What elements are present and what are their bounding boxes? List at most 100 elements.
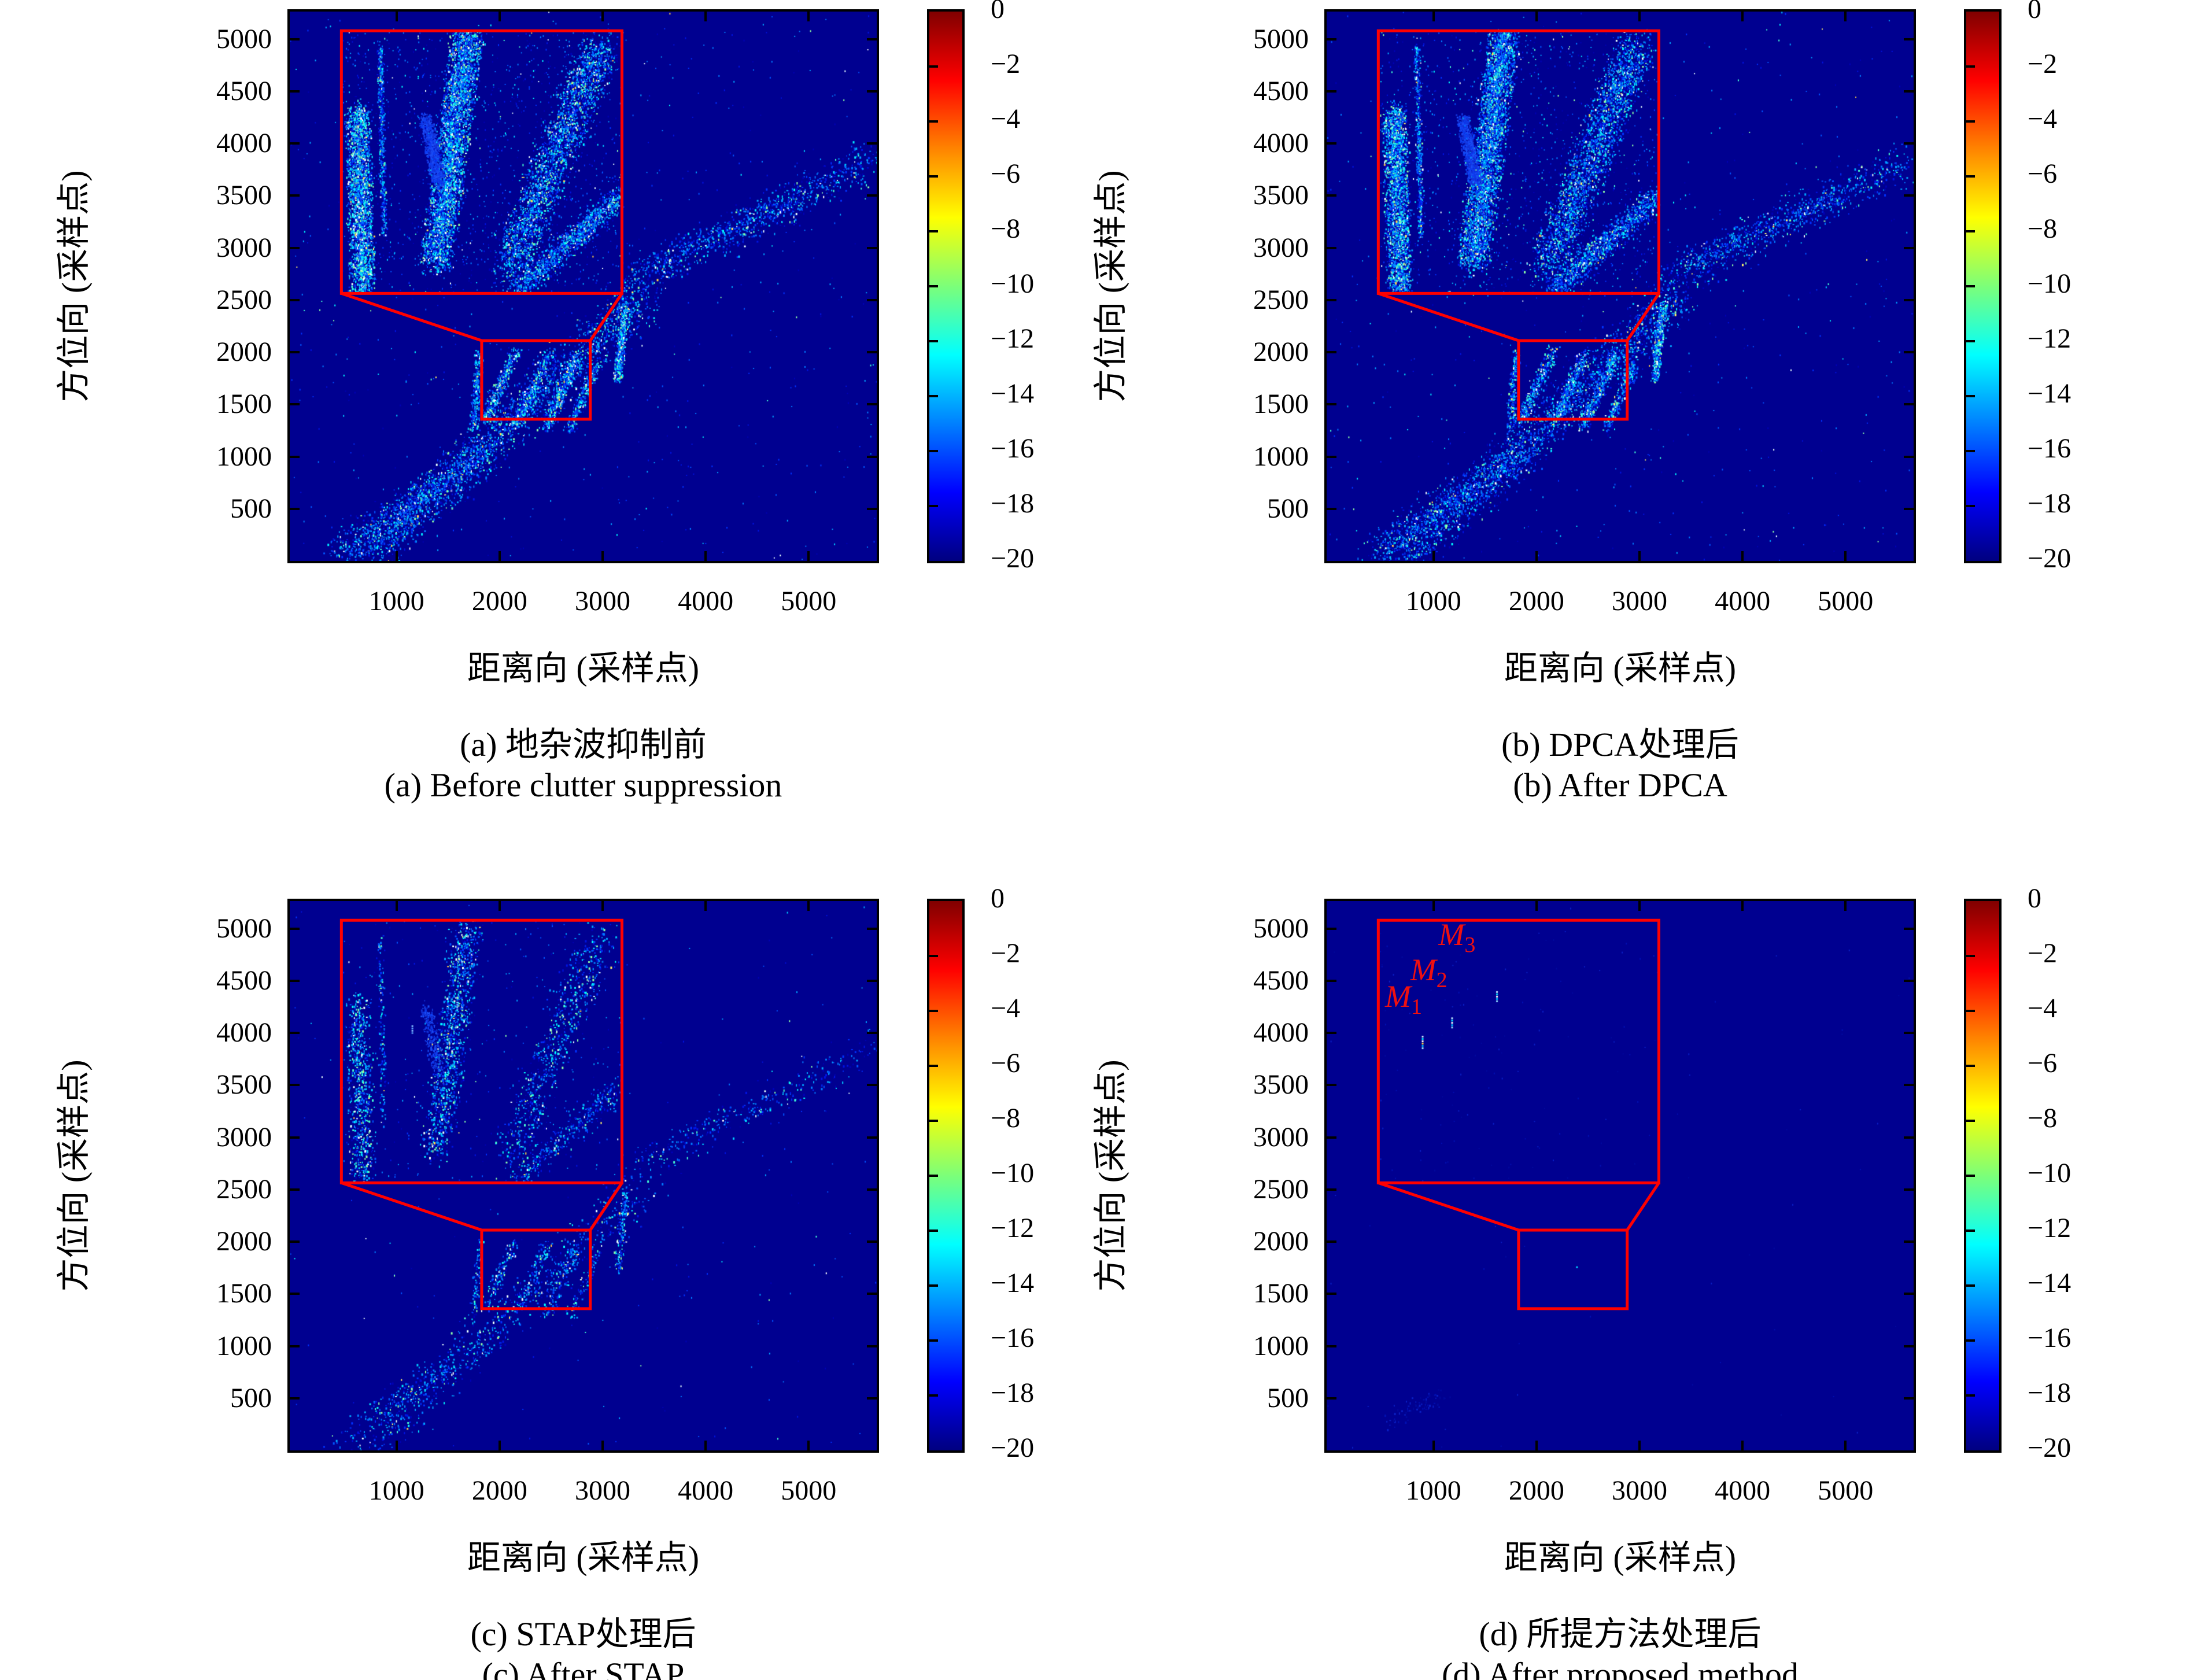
x-tick-mark-top bbox=[601, 12, 604, 21]
annotation-sub: 1 bbox=[1410, 994, 1422, 1019]
colorbar-tick-label-4: −8 bbox=[991, 1103, 1021, 1133]
y-tick-label-1500: 1500 bbox=[216, 1278, 272, 1309]
x-axis-label: 距离向 (采样点) bbox=[1504, 649, 1737, 687]
y-tick-mark bbox=[290, 507, 300, 510]
colorbar-tick-label-7: −14 bbox=[2028, 378, 2071, 409]
x-tick-label-2000: 2000 bbox=[1508, 1475, 1564, 1506]
y-tick-mark bbox=[290, 979, 300, 982]
colorbar-tick-mark bbox=[929, 1339, 938, 1342]
y-tick-label-3000: 3000 bbox=[216, 1121, 272, 1153]
y-tick-mark bbox=[1327, 1240, 1336, 1243]
y-tick-mark-right bbox=[867, 507, 877, 510]
x-tick-mark-top bbox=[704, 12, 707, 21]
colorbar-tick-label-7: −14 bbox=[991, 378, 1035, 409]
y-tick-label-2000: 2000 bbox=[216, 1226, 272, 1257]
x-tick-label-5000: 5000 bbox=[1818, 586, 1874, 616]
y-tick-mark bbox=[290, 403, 300, 406]
y-tick-mark bbox=[290, 455, 300, 458]
y-tick-mark bbox=[290, 90, 300, 93]
colorbar-tick-mark bbox=[1966, 1394, 1975, 1397]
colorbar-tick-label-9: −18 bbox=[2028, 488, 2071, 519]
x-tick-label-2000: 2000 bbox=[1508, 586, 1564, 616]
y-tick-mark-right bbox=[1904, 1032, 1914, 1034]
x-tick-label-5000: 5000 bbox=[781, 1475, 837, 1506]
y-tick-label-3000: 3000 bbox=[1253, 232, 1309, 263]
y-tick-label-500: 500 bbox=[1267, 493, 1309, 524]
y-tick-mark-right bbox=[867, 351, 877, 353]
y-tick-mark-right bbox=[1904, 507, 1914, 510]
x-tick-label-3000: 3000 bbox=[574, 1475, 630, 1506]
y-tick-mark-right bbox=[867, 1293, 877, 1295]
colorbar-d bbox=[1964, 899, 2002, 1453]
inset-connector-left bbox=[1378, 291, 1519, 342]
y-tick-label-3000: 3000 bbox=[1253, 1121, 1309, 1153]
x-tick-mark bbox=[601, 551, 604, 561]
colorbar-tick-label-1: −2 bbox=[2028, 49, 2058, 79]
colorbar-tick-mark bbox=[1966, 1229, 1975, 1232]
colorbar-tick-label-4: −8 bbox=[991, 213, 1021, 244]
x-tick-mark bbox=[498, 1441, 501, 1450]
y-tick-mark-right bbox=[1904, 194, 1914, 197]
inset-overlay bbox=[1376, 29, 1660, 421]
y-tick-mark-right bbox=[1904, 927, 1914, 930]
x-tick-mark bbox=[1535, 551, 1538, 561]
y-tick-mark-right bbox=[1904, 1240, 1914, 1243]
y-tick-mark bbox=[1327, 1032, 1336, 1034]
x-tick-label-3000: 3000 bbox=[1611, 586, 1667, 616]
y-tick-label-1000: 1000 bbox=[216, 441, 272, 472]
y-tick-label-4000: 4000 bbox=[1253, 128, 1309, 158]
caption-en-d: (d) After proposed method bbox=[1442, 1656, 1799, 1680]
inset-connector-right bbox=[589, 292, 623, 342]
y-axis-label: 方位向 (采样点) bbox=[1092, 170, 1129, 403]
y-tick-label-3500: 3500 bbox=[216, 1069, 272, 1101]
y-tick-mark bbox=[290, 1293, 300, 1295]
y-tick-mark-right bbox=[867, 246, 877, 249]
y-tick-mark bbox=[290, 246, 300, 249]
colorbar-tick-mark bbox=[929, 955, 938, 957]
x-tick-mark bbox=[601, 1441, 604, 1450]
inset-connector-left bbox=[341, 1181, 482, 1232]
colorbar-tick-mark bbox=[1966, 1065, 1975, 1067]
caption-en-a: (a) Before clutter suppression bbox=[384, 766, 782, 804]
heatmap-canvas-a bbox=[290, 12, 877, 561]
y-tick-mark bbox=[1327, 507, 1336, 510]
colorbar-tick-label-3: −6 bbox=[991, 1048, 1021, 1079]
y-tick-mark-right bbox=[867, 979, 877, 982]
x-tick-label-4000: 4000 bbox=[1715, 586, 1771, 616]
colorbar-tick-mark bbox=[1966, 1339, 1975, 1342]
colorbar-tick-label-8: −16 bbox=[2028, 1323, 2071, 1353]
y-tick-mark bbox=[1327, 1293, 1336, 1295]
inset-connector-left bbox=[1378, 1181, 1519, 1232]
y-tick-label-3000: 3000 bbox=[216, 232, 272, 263]
y-tick-mark-right bbox=[867, 1084, 877, 1087]
colorbar-tick-mark bbox=[929, 1229, 938, 1232]
y-tick-label-5000: 5000 bbox=[1253, 23, 1309, 54]
colorbar-tick-label-5: −10 bbox=[2028, 268, 2071, 299]
x-tick-mark-top bbox=[1432, 12, 1435, 21]
heatmap-canvas-b bbox=[1327, 12, 1914, 561]
colorbar-tick-mark bbox=[1966, 285, 1975, 287]
inset-connector-right bbox=[1626, 292, 1660, 342]
y-tick-mark bbox=[1327, 298, 1336, 301]
y-tick-label-4000: 4000 bbox=[216, 1017, 272, 1048]
y-tick-label-5000: 5000 bbox=[216, 913, 272, 944]
colorbar-tick-mark bbox=[1966, 230, 1975, 232]
x-tick-label-2000: 2000 bbox=[471, 1475, 527, 1506]
x-axis-label: 距离向 (采样点) bbox=[1504, 1539, 1737, 1576]
colorbar-tick-mark bbox=[929, 1065, 938, 1067]
inset-zoom-box bbox=[1376, 29, 1660, 295]
y-tick-label-4500: 4500 bbox=[216, 965, 272, 996]
y-tick-mark bbox=[290, 1084, 300, 1087]
inset-connector-left bbox=[341, 291, 482, 342]
y-tick-mark bbox=[290, 351, 300, 353]
x-tick-label-1000: 1000 bbox=[1405, 1475, 1461, 1506]
colorbar-tick-label-2: −4 bbox=[991, 104, 1021, 134]
subplot-c: 1000 2000 3000 4000 5000 5000 4500 4000 3500 3000… bbox=[55, 885, 1034, 1680]
y-tick-mark-right bbox=[867, 455, 877, 458]
y-tick-mark-right bbox=[867, 142, 877, 145]
y-tick-label-3500: 3500 bbox=[1253, 180, 1309, 211]
y-tick-mark bbox=[290, 1240, 300, 1243]
colorbar-tick-label-10: −20 bbox=[2028, 543, 2071, 574]
colorbar-tick-label-2: −4 bbox=[2028, 993, 2058, 1024]
